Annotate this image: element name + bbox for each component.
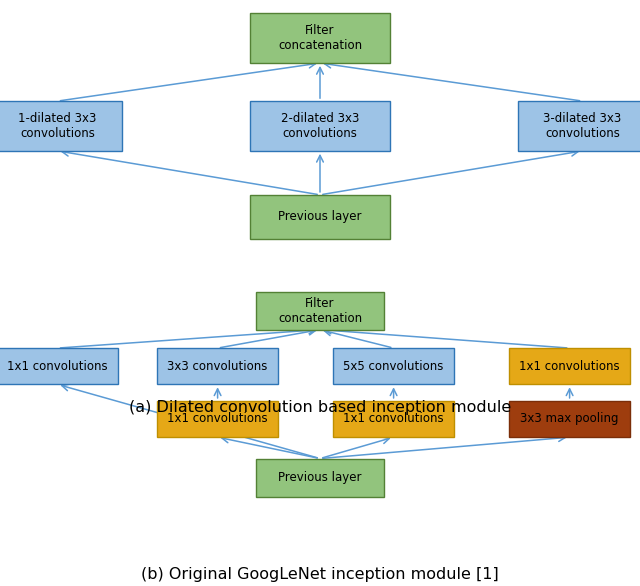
- Text: 1x1 convolutions: 1x1 convolutions: [519, 360, 620, 373]
- Text: Previous layer: Previous layer: [278, 471, 362, 484]
- Text: Previous layer: Previous layer: [278, 210, 362, 223]
- FancyBboxPatch shape: [157, 401, 278, 437]
- FancyBboxPatch shape: [250, 13, 390, 63]
- Text: Filter
concatenation: Filter concatenation: [278, 297, 362, 325]
- FancyBboxPatch shape: [250, 101, 390, 151]
- Text: (b) Original GoogLeNet inception module [1]: (b) Original GoogLeNet inception module …: [141, 567, 499, 582]
- Text: 2-dilated 3x3
convolutions: 2-dilated 3x3 convolutions: [281, 112, 359, 140]
- Text: (a) Dilated convolution based inception module: (a) Dilated convolution based inception …: [129, 400, 511, 415]
- Text: Filter
concatenation: Filter concatenation: [278, 24, 362, 52]
- FancyBboxPatch shape: [0, 348, 118, 384]
- FancyBboxPatch shape: [333, 401, 454, 437]
- FancyBboxPatch shape: [157, 348, 278, 384]
- Text: 5x5 convolutions: 5x5 convolutions: [344, 360, 444, 373]
- FancyBboxPatch shape: [0, 101, 122, 151]
- FancyBboxPatch shape: [333, 348, 454, 384]
- Text: 1x1 convolutions: 1x1 convolutions: [167, 413, 268, 425]
- Text: 3x3 convolutions: 3x3 convolutions: [168, 360, 268, 373]
- FancyBboxPatch shape: [509, 401, 630, 437]
- Text: 3x3 max pooling: 3x3 max pooling: [520, 413, 619, 425]
- FancyBboxPatch shape: [518, 101, 640, 151]
- Text: 1x1 convolutions: 1x1 convolutions: [343, 413, 444, 425]
- FancyBboxPatch shape: [509, 348, 630, 384]
- Text: 1-dilated 3x3
convolutions: 1-dilated 3x3 convolutions: [19, 112, 97, 140]
- FancyBboxPatch shape: [250, 195, 390, 239]
- FancyBboxPatch shape: [256, 458, 384, 497]
- FancyBboxPatch shape: [256, 292, 384, 329]
- Text: 3-dilated 3x3
convolutions: 3-dilated 3x3 convolutions: [543, 112, 621, 140]
- Text: 1x1 convolutions: 1x1 convolutions: [7, 360, 108, 373]
